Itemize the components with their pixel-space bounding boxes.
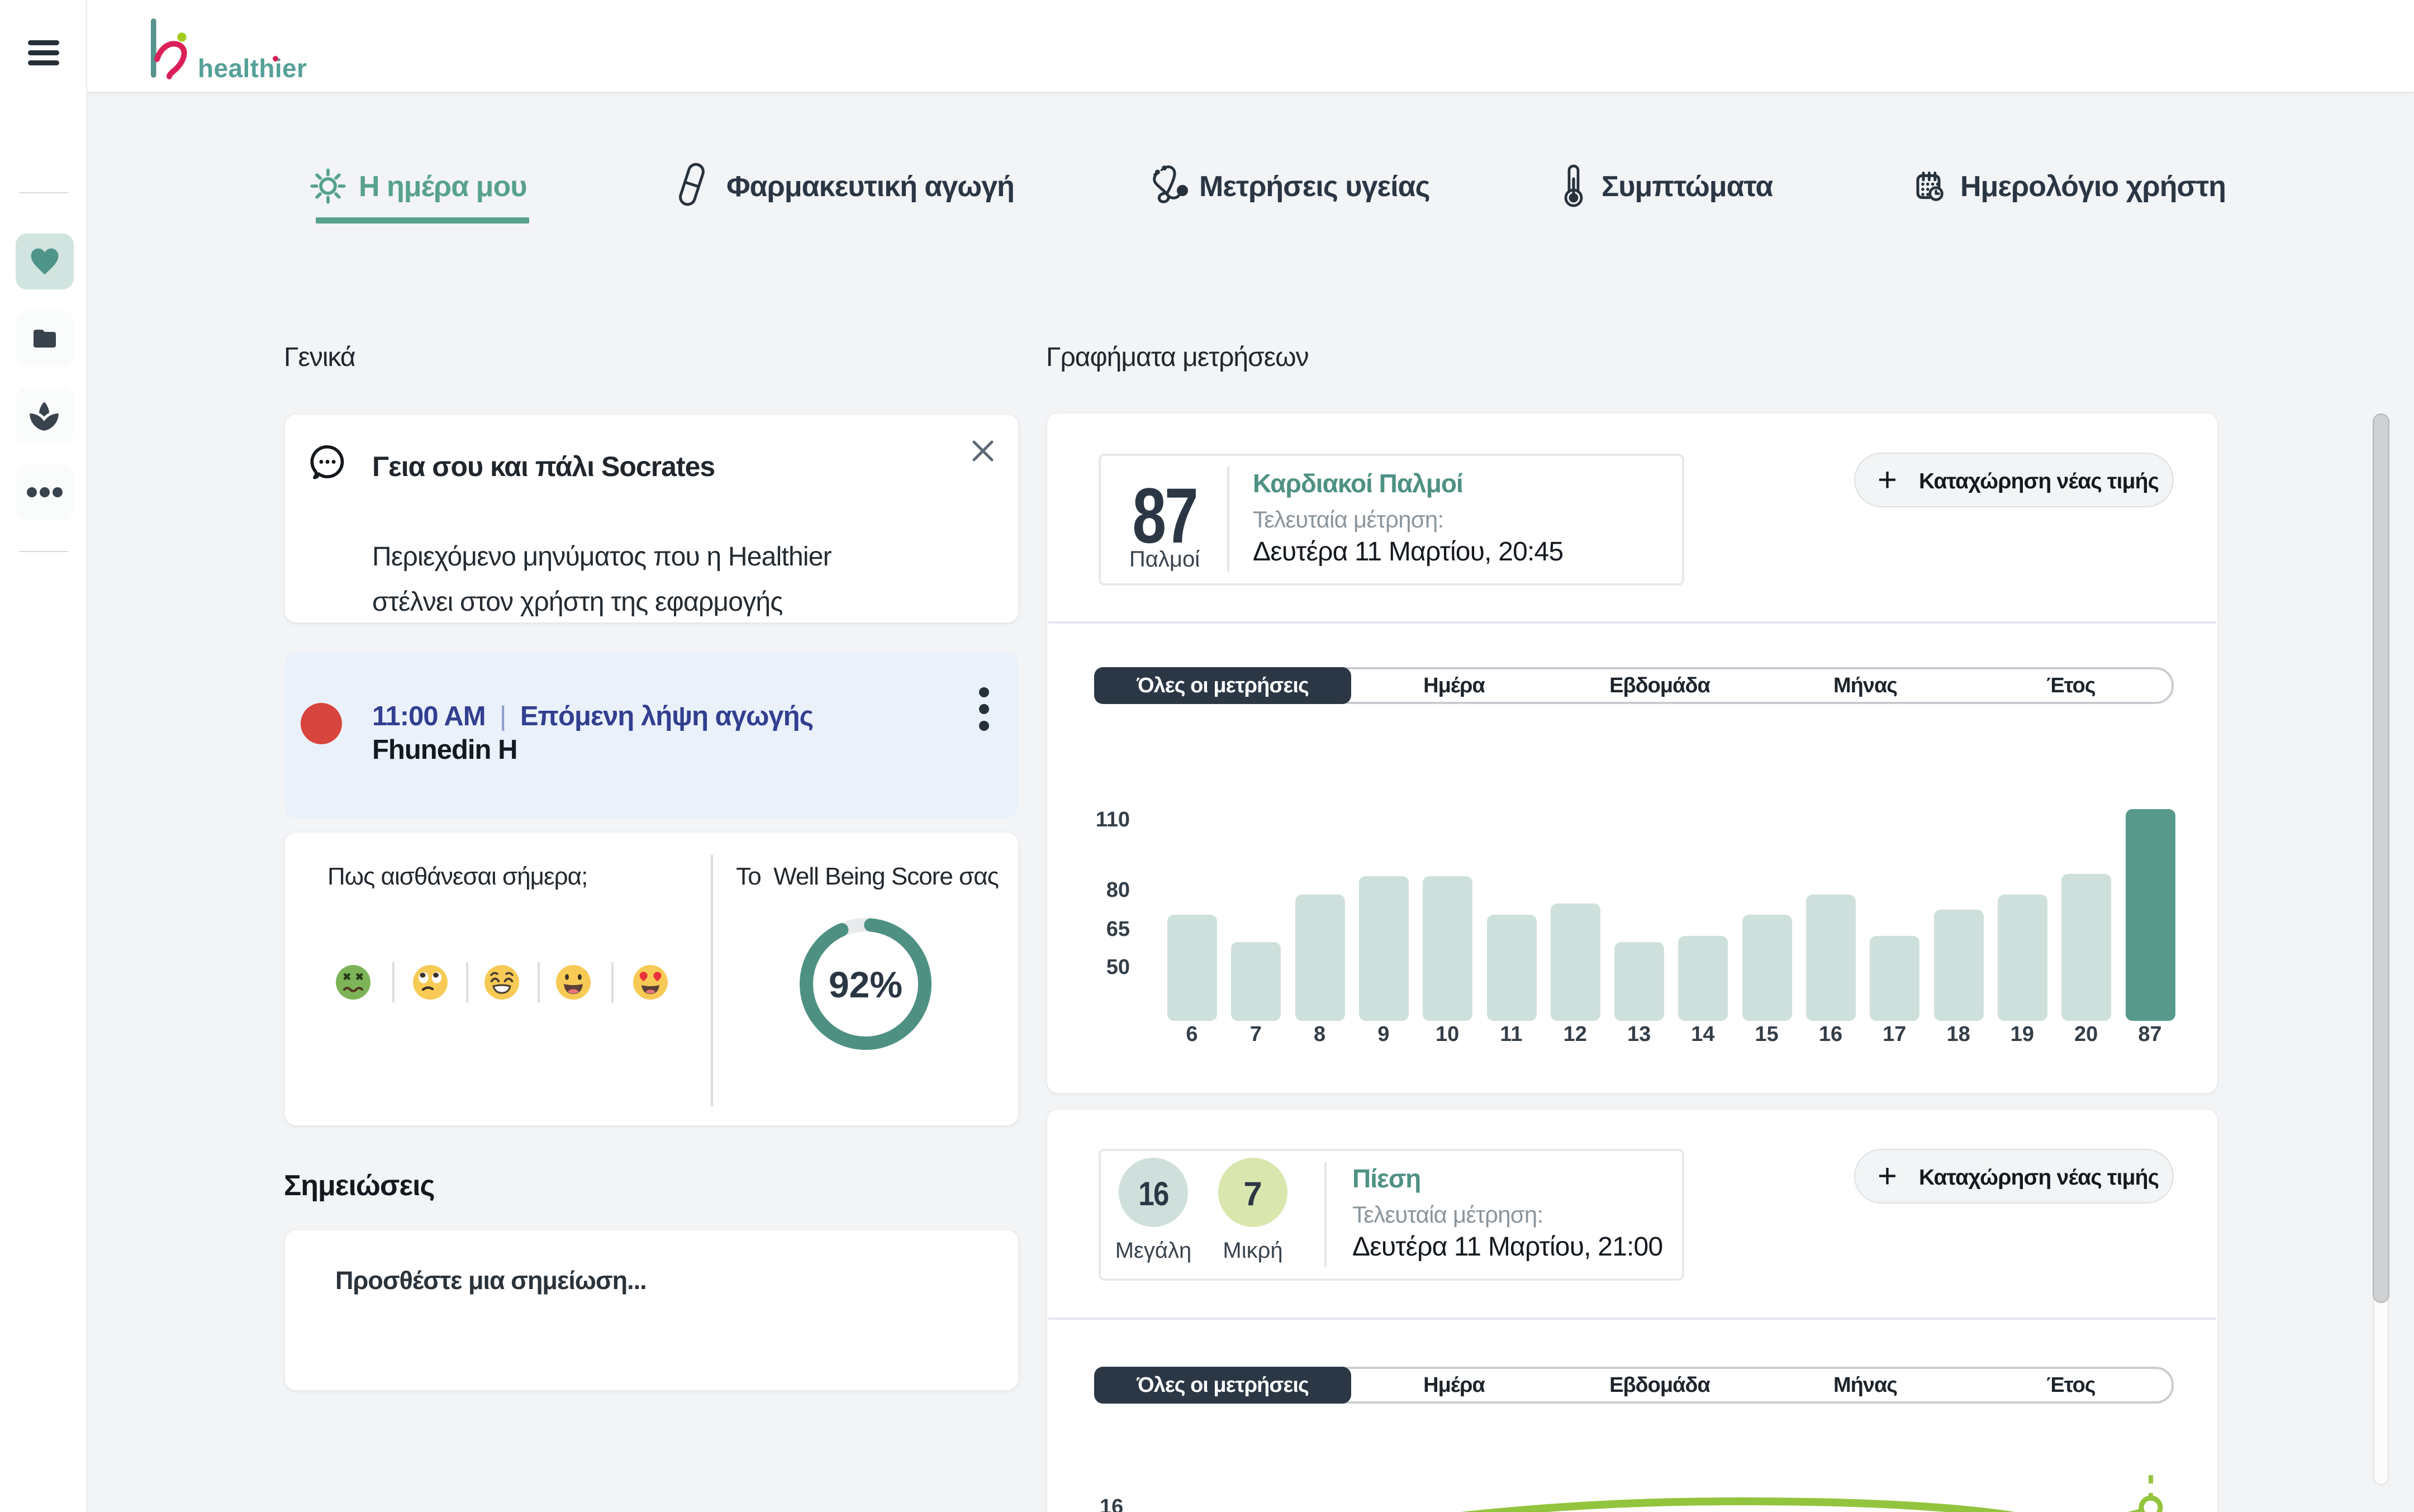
svg-text:healthier: healthier [198, 54, 307, 83]
